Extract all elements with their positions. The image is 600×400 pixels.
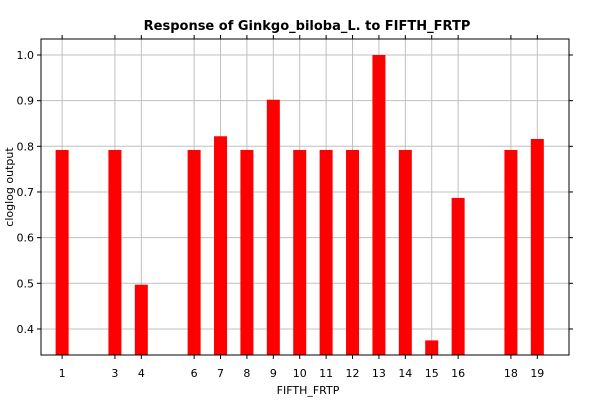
bar (240, 149, 254, 355)
bars (55, 54, 544, 355)
bar (134, 284, 148, 355)
bar (108, 149, 122, 355)
x-axis-label: FIFTH_FRTP (277, 384, 340, 397)
x-tick-label: 8 (243, 367, 250, 380)
bar (530, 139, 544, 355)
y-tick-label: 0.8 (17, 140, 35, 153)
y-tick-label: 1.0 (17, 49, 35, 62)
bar (319, 149, 333, 355)
x-tick-label: 7 (217, 367, 224, 380)
x-tick-label: 19 (530, 367, 544, 380)
bar (398, 149, 412, 355)
chart-title: Response of Ginkgo_biloba_L. to FIFTH_FR… (144, 19, 471, 34)
bar (266, 99, 280, 355)
x-tick-label: 10 (293, 367, 307, 380)
x-tick-label: 13 (372, 367, 386, 380)
y-tick-label: 0.4 (17, 323, 35, 336)
bar (504, 149, 518, 355)
x-tick-label: 9 (270, 367, 277, 380)
y-axis-ticks: 0.4 0.5 0.6 0.7 0.8 0.9 1.0 (17, 49, 573, 336)
plot-frame (40, 38, 570, 356)
bar (55, 149, 69, 355)
y-tick-label: 0.9 (17, 95, 35, 108)
x-axis-ticks: 1 3 4 6 7 8 9 10 11 12 13 14 15 16 18 19 (59, 35, 544, 380)
y-axis-label: cloglog output (3, 147, 16, 227)
x-tick-label: 18 (504, 367, 518, 380)
bar (293, 149, 307, 355)
x-tick-label: 3 (111, 367, 118, 380)
y-tick-label: 0.6 (17, 232, 35, 245)
bar (214, 136, 228, 355)
x-tick-label: 11 (319, 367, 333, 380)
bar (425, 340, 439, 355)
bar (372, 54, 386, 355)
bar (346, 149, 360, 355)
x-tick-label: 12 (346, 367, 360, 380)
bar (187, 149, 201, 355)
x-tick-label: 1 (59, 367, 66, 380)
bar (451, 197, 465, 355)
y-tick-label: 0.5 (17, 277, 35, 290)
y-tick-label: 0.7 (17, 186, 35, 199)
x-tick-label: 14 (398, 367, 412, 380)
x-tick-label: 6 (191, 367, 198, 380)
x-tick-label: 16 (451, 367, 465, 380)
x-tick-label: 4 (138, 367, 145, 380)
x-tick-label: 15 (425, 367, 439, 380)
